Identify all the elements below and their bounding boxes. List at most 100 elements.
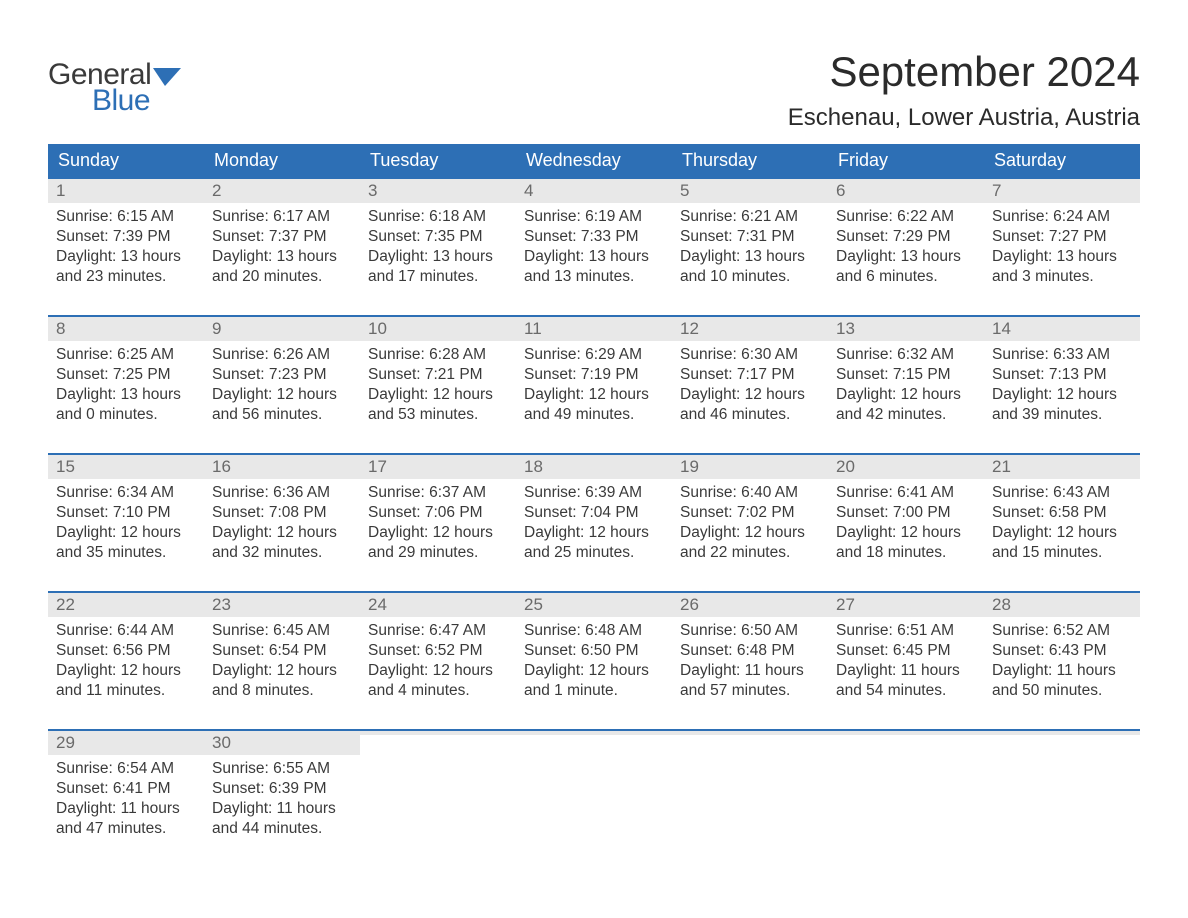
sunrise-line: Sunrise: 6:52 AM	[992, 621, 1132, 641]
week-row: 8Sunrise: 6:25 AMSunset: 7:25 PMDaylight…	[48, 315, 1140, 435]
daylight-line: and 49 minutes.	[524, 405, 664, 425]
sunrise-line: Sunrise: 6:51 AM	[836, 621, 976, 641]
day-number: 23	[204, 593, 360, 617]
daylight-line: Daylight: 12 hours	[992, 385, 1132, 405]
calendar-cell	[828, 731, 984, 849]
sunrise-line: Sunrise: 6:15 AM	[56, 207, 196, 227]
calendar-cell: 29Sunrise: 6:54 AMSunset: 6:41 PMDayligh…	[48, 731, 204, 849]
daylight-line: and 32 minutes.	[212, 543, 352, 563]
calendar-cell: 9Sunrise: 6:26 AMSunset: 7:23 PMDaylight…	[204, 317, 360, 435]
day-number: 10	[360, 317, 516, 341]
calendar-cell: 22Sunrise: 6:44 AMSunset: 6:56 PMDayligh…	[48, 593, 204, 711]
calendar-cell: 11Sunrise: 6:29 AMSunset: 7:19 PMDayligh…	[516, 317, 672, 435]
calendar-cell: 17Sunrise: 6:37 AMSunset: 7:06 PMDayligh…	[360, 455, 516, 573]
calendar-cell: 2Sunrise: 6:17 AMSunset: 7:37 PMDaylight…	[204, 179, 360, 297]
sunrise-line: Sunrise: 6:21 AM	[680, 207, 820, 227]
daylight-line: Daylight: 12 hours	[56, 661, 196, 681]
logo: General Blue	[48, 58, 181, 118]
dayhead-thursday: Thursday	[672, 144, 828, 177]
sunset-line: Sunset: 6:52 PM	[368, 641, 508, 661]
sunrise-line: Sunrise: 6:33 AM	[992, 345, 1132, 365]
location: Eschenau, Lower Austria, Austria	[788, 104, 1140, 132]
day-body: Sunrise: 6:21 AMSunset: 7:31 PMDaylight:…	[672, 203, 828, 288]
sunrise-line: Sunrise: 6:28 AM	[368, 345, 508, 365]
daylight-line: and 50 minutes.	[992, 681, 1132, 701]
day-body: Sunrise: 6:52 AMSunset: 6:43 PMDaylight:…	[984, 617, 1140, 702]
sunset-line: Sunset: 7:19 PM	[524, 365, 664, 385]
dayhead-saturday: Saturday	[984, 144, 1140, 177]
daylight-line: Daylight: 12 hours	[368, 661, 508, 681]
daylight-line: Daylight: 11 hours	[680, 661, 820, 681]
day-body: Sunrise: 6:17 AMSunset: 7:37 PMDaylight:…	[204, 203, 360, 288]
sunrise-line: Sunrise: 6:34 AM	[56, 483, 196, 503]
calendar-cell: 28Sunrise: 6:52 AMSunset: 6:43 PMDayligh…	[984, 593, 1140, 711]
dayhead-monday: Monday	[204, 144, 360, 177]
day-number: 8	[48, 317, 204, 341]
sunset-line: Sunset: 7:13 PM	[992, 365, 1132, 385]
daylight-line: Daylight: 11 hours	[56, 799, 196, 819]
calendar-cell: 5Sunrise: 6:21 AMSunset: 7:31 PMDaylight…	[672, 179, 828, 297]
sunrise-line: Sunrise: 6:37 AM	[368, 483, 508, 503]
sunrise-line: Sunrise: 6:24 AM	[992, 207, 1132, 227]
dayhead-wednesday: Wednesday	[516, 144, 672, 177]
sunset-line: Sunset: 7:15 PM	[836, 365, 976, 385]
calendar-cell	[360, 731, 516, 849]
day-body: Sunrise: 6:43 AMSunset: 6:58 PMDaylight:…	[984, 479, 1140, 564]
sunset-line: Sunset: 7:35 PM	[368, 227, 508, 247]
sunset-line: Sunset: 7:39 PM	[56, 227, 196, 247]
calendar-cell: 14Sunrise: 6:33 AMSunset: 7:13 PMDayligh…	[984, 317, 1140, 435]
title-block: September 2024 Eschenau, Lower Austria, …	[788, 48, 1140, 132]
day-body: Sunrise: 6:30 AMSunset: 7:17 PMDaylight:…	[672, 341, 828, 426]
flag-icon	[153, 68, 181, 86]
day-number: 6	[828, 179, 984, 203]
day-body: Sunrise: 6:40 AMSunset: 7:02 PMDaylight:…	[672, 479, 828, 564]
day-number: 1	[48, 179, 204, 203]
daylight-line: Daylight: 13 hours	[56, 247, 196, 267]
calendar-cell: 6Sunrise: 6:22 AMSunset: 7:29 PMDaylight…	[828, 179, 984, 297]
daylight-line: Daylight: 12 hours	[56, 523, 196, 543]
sunrise-line: Sunrise: 6:39 AM	[524, 483, 664, 503]
sunset-line: Sunset: 7:31 PM	[680, 227, 820, 247]
daylight-line: and 47 minutes.	[56, 819, 196, 839]
calendar-cell: 15Sunrise: 6:34 AMSunset: 7:10 PMDayligh…	[48, 455, 204, 573]
day-number: 16	[204, 455, 360, 479]
dayhead-friday: Friday	[828, 144, 984, 177]
day-body: Sunrise: 6:41 AMSunset: 7:00 PMDaylight:…	[828, 479, 984, 564]
daylight-line: Daylight: 13 hours	[212, 247, 352, 267]
sunset-line: Sunset: 7:21 PM	[368, 365, 508, 385]
sunset-line: Sunset: 6:43 PM	[992, 641, 1132, 661]
daylight-line: and 39 minutes.	[992, 405, 1132, 425]
daylight-line: Daylight: 12 hours	[680, 385, 820, 405]
day-number: 15	[48, 455, 204, 479]
week-row: 29Sunrise: 6:54 AMSunset: 6:41 PMDayligh…	[48, 729, 1140, 849]
sunset-line: Sunset: 7:02 PM	[680, 503, 820, 523]
daylight-line: Daylight: 12 hours	[836, 385, 976, 405]
daylight-line: and 53 minutes.	[368, 405, 508, 425]
sunset-line: Sunset: 6:41 PM	[56, 779, 196, 799]
sunset-line: Sunset: 6:56 PM	[56, 641, 196, 661]
day-number: 4	[516, 179, 672, 203]
daylight-line: and 11 minutes.	[56, 681, 196, 701]
day-body: Sunrise: 6:55 AMSunset: 6:39 PMDaylight:…	[204, 755, 360, 840]
calendar-cell: 10Sunrise: 6:28 AMSunset: 7:21 PMDayligh…	[360, 317, 516, 435]
daylight-line: Daylight: 12 hours	[836, 523, 976, 543]
daylight-line: and 13 minutes.	[524, 267, 664, 287]
daylight-line: and 23 minutes.	[56, 267, 196, 287]
sunset-line: Sunset: 7:00 PM	[836, 503, 976, 523]
daylight-line: Daylight: 12 hours	[680, 523, 820, 543]
sunset-line: Sunset: 7:06 PM	[368, 503, 508, 523]
day-number: 22	[48, 593, 204, 617]
daylight-line: Daylight: 13 hours	[368, 247, 508, 267]
calendar-cell: 20Sunrise: 6:41 AMSunset: 7:00 PMDayligh…	[828, 455, 984, 573]
daylight-line: and 42 minutes.	[836, 405, 976, 425]
sunset-line: Sunset: 6:58 PM	[992, 503, 1132, 523]
day-number: 3	[360, 179, 516, 203]
sunset-line: Sunset: 6:45 PM	[836, 641, 976, 661]
daylight-line: and 25 minutes.	[524, 543, 664, 563]
day-header-row: Sunday Monday Tuesday Wednesday Thursday…	[48, 144, 1140, 177]
sunset-line: Sunset: 7:17 PM	[680, 365, 820, 385]
sunrise-line: Sunrise: 6:43 AM	[992, 483, 1132, 503]
week-row: 1Sunrise: 6:15 AMSunset: 7:39 PMDaylight…	[48, 177, 1140, 297]
day-body: Sunrise: 6:47 AMSunset: 6:52 PMDaylight:…	[360, 617, 516, 702]
daylight-line: and 46 minutes.	[680, 405, 820, 425]
